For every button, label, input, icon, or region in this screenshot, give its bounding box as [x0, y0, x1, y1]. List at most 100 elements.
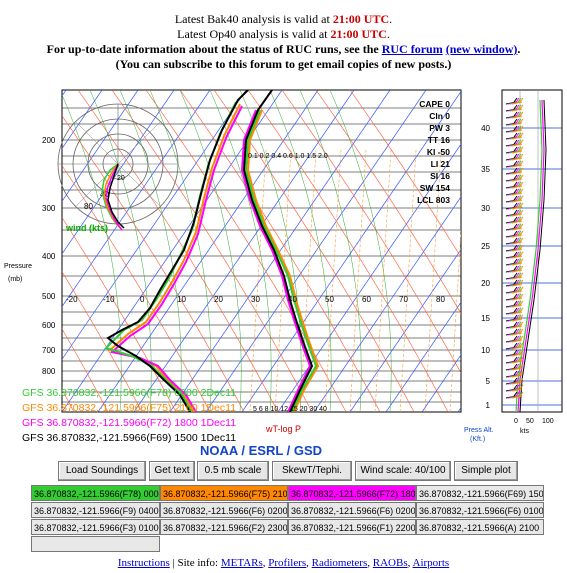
ruc-forum-notice: For up-to-date information about the sta…: [0, 42, 567, 57]
temp-tick-70: 70: [399, 295, 408, 304]
temperature-trace-magenta: [109, 105, 243, 412]
bak40-status: Latest Bak40 analysis is valid at 21:00 …: [0, 12, 567, 27]
alt-tick-1: 1: [486, 401, 491, 410]
temperature-axis: -20 -10 0 10 20 30 40 50 60 70 80: [66, 295, 445, 304]
sounding-cell-r2-c3[interactable]: 36.870832,-121.5966(A) 2100: [416, 519, 544, 535]
index-lcl: LCL 803: [417, 195, 450, 205]
forum-period: .: [517, 42, 521, 56]
pressure-tick-400: 400: [42, 252, 56, 261]
bak40-time: 21:00 UTC: [332, 12, 390, 26]
model-legend: GFS 36.870832,-121.5966(F78) 0000 2Dec11…: [22, 387, 236, 444]
temp-tick-60: 60: [362, 295, 371, 304]
op40-text: Latest Op40 analysis is valid at: [177, 27, 331, 41]
wind-scale-button[interactable]: Wind scale: 40/100: [355, 461, 451, 481]
sounding-cell-r0-c1[interactable]: 36.870832,-121.5966(F75) 2100: [160, 485, 288, 501]
simple-plot-button[interactable]: Simple plot: [454, 461, 518, 481]
link-sep: ,: [262, 557, 269, 569]
pressure-axis-label: Pressure: [4, 263, 32, 270]
pressure-tick-600: 600: [42, 321, 56, 330]
pressure-tick-700: 700: [42, 346, 56, 355]
sounding-cell-r1-c3[interactable]: 36.870832,-121.5966(F6) 0100: [416, 502, 544, 518]
hodo-label-80: 80: [84, 202, 93, 211]
op40-status: Latest Op40 analysis is valid at 21:00 U…: [0, 27, 567, 42]
hodograph: 80 40 20 wind (kts): [57, 103, 179, 233]
sounding-cell-r0-c3[interactable]: 36.870832,-121.5966(F69) 1500: [416, 485, 544, 501]
subscribe-notice: (You can subscribe to this forum to get …: [115, 57, 452, 71]
link-sep: ,: [407, 557, 413, 569]
kts-caption: kts: [520, 428, 529, 435]
pressure-tick-500: 500: [42, 292, 56, 301]
legend-entry-2: GFS 36.870832,-121.5966(F72) 1800 1Dec11: [22, 417, 236, 429]
airports-link[interactable]: Airports: [412, 557, 450, 569]
bottom-mixing-scale: 5 6 8 10 12 15 20 30 40: [253, 406, 327, 413]
alt-tick-15: 15: [481, 314, 490, 323]
sounding-cell-r0-c0[interactable]: 36.870832,-121.5966(F78) 0000: [31, 485, 160, 501]
index-cape: CAPE 0: [419, 99, 450, 109]
load-soundings-button[interactable]: Load Soundings: [58, 461, 146, 481]
pressure-axis-unit: (mb): [8, 276, 22, 283]
hodo-label-20: 20: [117, 175, 125, 182]
bak40-period: .: [389, 12, 393, 26]
temp-tick--20: -20: [66, 295, 78, 304]
sounding-cell-r0-c2[interactable]: 36.870832,-121.5966(F72) 1800: [288, 485, 416, 501]
new-window-link[interactable]: (new window): [445, 42, 518, 56]
skewt-tephi-button[interactable]: SkewT/Tephi.: [272, 461, 352, 481]
pressure-altitude-axis: 40 35 30 25 20 15 10 5 1: [481, 124, 490, 410]
dewpoint-trace-orange: [246, 109, 320, 412]
instructions-link[interactable]: Instructions: [117, 557, 170, 569]
radiometers-link[interactable]: Radiometers: [311, 557, 368, 569]
sounding-cell-r2-c2[interactable]: 36.870832,-121.5966(F1) 2200: [288, 519, 416, 535]
index-ki: KI -50: [427, 147, 450, 157]
alt-tick-5: 5: [486, 377, 491, 386]
profilers-link[interactable]: Profilers: [268, 557, 307, 569]
noaa-credit: NOAA / ESRL / GSD: [200, 443, 322, 458]
temp-tick-20: 20: [214, 295, 223, 304]
pressure-tick-200: 200: [42, 136, 56, 145]
legend-entry-0: GFS 36.870832,-121.5966(F78) 0000 2Dec11: [22, 387, 236, 399]
ruc-forum-link[interactable]: RUC forum: [381, 42, 443, 56]
pressure-tick-300: 300: [42, 204, 56, 213]
alt-tick-35: 35: [481, 165, 490, 174]
sounding-cell-r1-c0[interactable]: 36.870832,-121.5966(F9) 0400: [31, 502, 160, 518]
index-pw: PW 3: [429, 123, 450, 133]
dewpoint-trace-black: [242, 90, 314, 412]
temp-tick-30: 30: [251, 295, 260, 304]
alt-tick-10: 10: [481, 346, 490, 355]
index-cin: CIn 0: [429, 111, 450, 121]
wind-axis-50: 50: [526, 418, 534, 425]
site-info-label: | Site info:: [169, 557, 221, 569]
skewt-frame: [61, 89, 462, 413]
wind-axis-0: 0: [514, 418, 518, 425]
footer-links: Instructions | Site info: METARs, Profil…: [0, 557, 567, 569]
sounding-cell-r1-c1[interactable]: 36.870832,-121.5966(F6) 0200: [160, 502, 288, 518]
alt-tick-25: 25: [481, 242, 490, 251]
index-li: LI 21: [431, 159, 451, 169]
wind-kts-label: wind (kts): [65, 223, 108, 233]
raobs-link[interactable]: RAOBs: [372, 557, 408, 569]
mixing-ratio-labels: 0.1 0.2 0.4 0.6 1.0 1.5 2.0: [248, 153, 328, 160]
temperature-trace-orange: [107, 103, 241, 412]
stability-indices: CAPE 0 CIn 0 PW 3 TT 16 KI -50 LI 21 SI 16 SW 1…: [417, 99, 450, 205]
temp-tick--10: -10: [103, 295, 115, 304]
metars-link[interactable]: METARs: [220, 557, 263, 569]
pressure-axis: 200 300 400 500 600 700 800: [42, 136, 56, 376]
alt-tick-30: 30: [481, 204, 490, 213]
sounding-cell-empty[interactable]: [31, 536, 160, 552]
temp-tick-50: 50: [325, 295, 334, 304]
pressure-tick-800: 800: [42, 367, 56, 376]
temp-tick-0: 0: [140, 295, 145, 304]
temp-tick-10: 10: [177, 295, 186, 304]
dewpoint-trace-green: [244, 109, 318, 412]
get-text-button[interactable]: Get text: [149, 461, 195, 481]
half-mb-scale-button[interactable]: 0.5 mb scale: [197, 461, 269, 481]
op40-time: 21:00 UTC: [330, 27, 387, 41]
wt-logp-label: wT-log P: [265, 424, 301, 434]
sounding-cell-r2-c1[interactable]: 36.870832,-121.5966(F2) 2300: [160, 519, 288, 535]
sounding-cell-r2-c0[interactable]: 36.870832,-121.5966(F3) 0100: [31, 519, 160, 535]
sounding-cell-r1-c2[interactable]: 36.870832,-121.5966(F6) 0200: [288, 502, 416, 518]
kft-caption: (Kft.): [470, 436, 485, 443]
index-si: SI 16: [430, 171, 450, 181]
temperature-trace-black: [106, 90, 249, 412]
dewpoint-trace-magenta: [240, 109, 312, 412]
